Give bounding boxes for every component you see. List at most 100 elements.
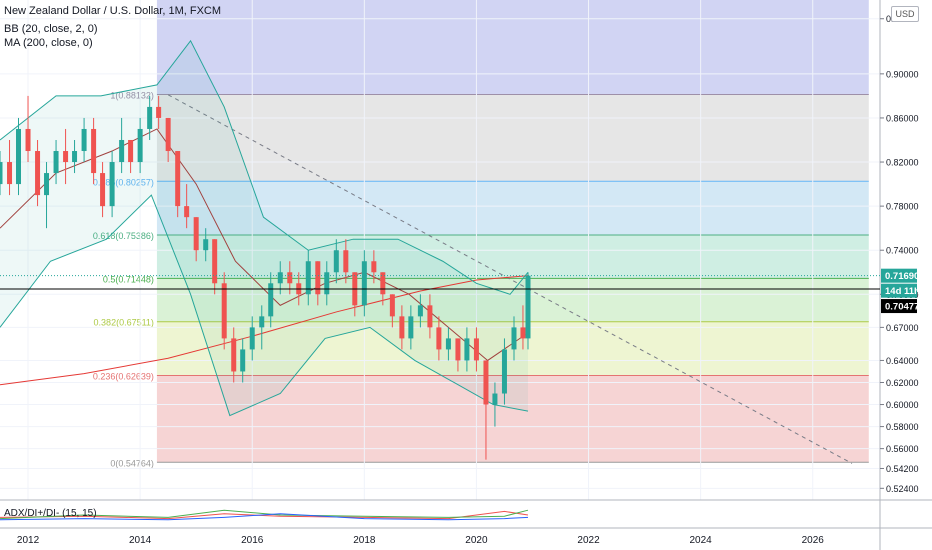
candle-body [7,162,13,185]
candle-body [0,162,3,185]
candle-body [268,283,274,317]
candle-body [193,217,199,251]
candle-body [100,173,106,207]
currency-badge[interactable]: USD [891,6,919,22]
fib-zone [156,375,869,463]
ma-200-line [0,275,529,386]
bb-upper-line [0,39,529,295]
adx-line [0,510,529,520]
price-badge-label: 0.70477 [885,302,919,313]
fib-level-label: 0.236(0.62639) [93,371,154,381]
candle-body [324,272,330,295]
y-tick-label: 0.86000 [886,113,919,123]
ma-indicator-label[interactable]: MA (200, close, 0) [4,37,93,49]
y-tick-label: 0.64000 [886,356,919,366]
y-tick-label: 0.74000 [886,246,919,256]
candle-body [231,338,237,372]
bb-indicator-label[interactable]: BB (20, close, 2, 0) [4,23,98,35]
price-badge-label: 0.71690 [885,271,919,282]
y-tick-label: 0.90000 [886,69,919,79]
candle-body [520,327,526,339]
y-tick-label: 0.78000 [886,202,919,212]
fib-level-label: 1(0.88132) [110,90,154,100]
candle-body [249,327,255,350]
candle-body [137,128,143,163]
y-tick-label: 0.58000 [886,422,919,432]
candle-body [315,261,321,295]
y-tick-label: 0.60000 [886,400,919,410]
candle-body [35,151,41,196]
bb-fill [0,40,528,416]
fib-zone [156,94,869,182]
adx-line [0,513,529,521]
candle-body [109,162,115,207]
candle-body [156,106,162,118]
y-tick-label: 0.52400 [886,484,919,494]
candle-body [147,106,153,129]
candle-body [287,272,293,284]
dashed-trend-line [167,94,853,464]
price-badge [881,268,917,283]
candle-body [259,316,265,328]
candle-body [203,239,209,251]
y-tick-label: 0.62000 [886,378,919,388]
x-tick-label: 2012 [17,535,40,546]
candle-body [399,316,405,339]
candle-body [380,272,386,295]
x-tick-label: 2016 [241,535,264,546]
candle-body [184,206,190,218]
candle-body [72,151,78,163]
fib-level-label: 0.618(0.75386) [93,231,154,241]
x-tick-label: 2024 [690,535,713,546]
candle-body [53,151,59,174]
candle-body [464,338,470,361]
candle-body [417,305,423,317]
candle-body [305,261,311,295]
candle-body [333,250,339,273]
candle-body [175,151,181,207]
price-badge-label: 14d 11h [885,286,920,297]
y-tick-label: 0.56000 [886,444,919,454]
bb-lower-line [0,194,529,417]
adx-line [0,509,529,520]
candle-body [119,139,125,163]
candle-body [128,139,134,163]
candle-body [427,305,433,328]
candle-body [483,360,489,405]
fib-level-label: 0.5(0.71448) [103,274,154,284]
candle-body [455,338,461,361]
candle-body [277,272,283,284]
fib-zone [156,234,869,279]
candle-body [240,349,246,372]
candle-body [63,151,69,163]
chart-title[interactable]: New Zealand Dollar / U.S. Dollar, 1M, FX… [4,5,222,17]
candle-body [501,349,507,394]
fib-top-zone [156,0,869,95]
candle-body [436,327,442,350]
candle-body [15,128,21,185]
candle-body [343,250,349,273]
candle-body [525,275,531,339]
y-tick-label: 0.67000 [886,323,919,333]
price-badge [881,299,917,314]
fib-level-label: 0.382(0.67511) [94,318,154,328]
x-tick-label: 2018 [353,535,376,546]
adx-indicator-label[interactable]: ADX/DI+/DI- (15, 15) [4,508,97,519]
candle-body [25,128,31,152]
candle-body [445,338,451,350]
candle-body [212,239,218,284]
price-badge [881,283,917,298]
candle-body [492,393,498,405]
fib-level-label: 0(0.54764) [110,458,154,468]
fib-level-label: 0.786(0.80257) [93,177,154,187]
x-tick-label: 2022 [577,535,600,546]
candle-body [473,338,479,361]
candle-body [389,294,395,317]
candle-body [408,316,414,339]
x-tick-label: 2020 [465,535,488,546]
candle-body [371,261,377,273]
trend-line [167,94,853,464]
candle-body [44,173,50,196]
